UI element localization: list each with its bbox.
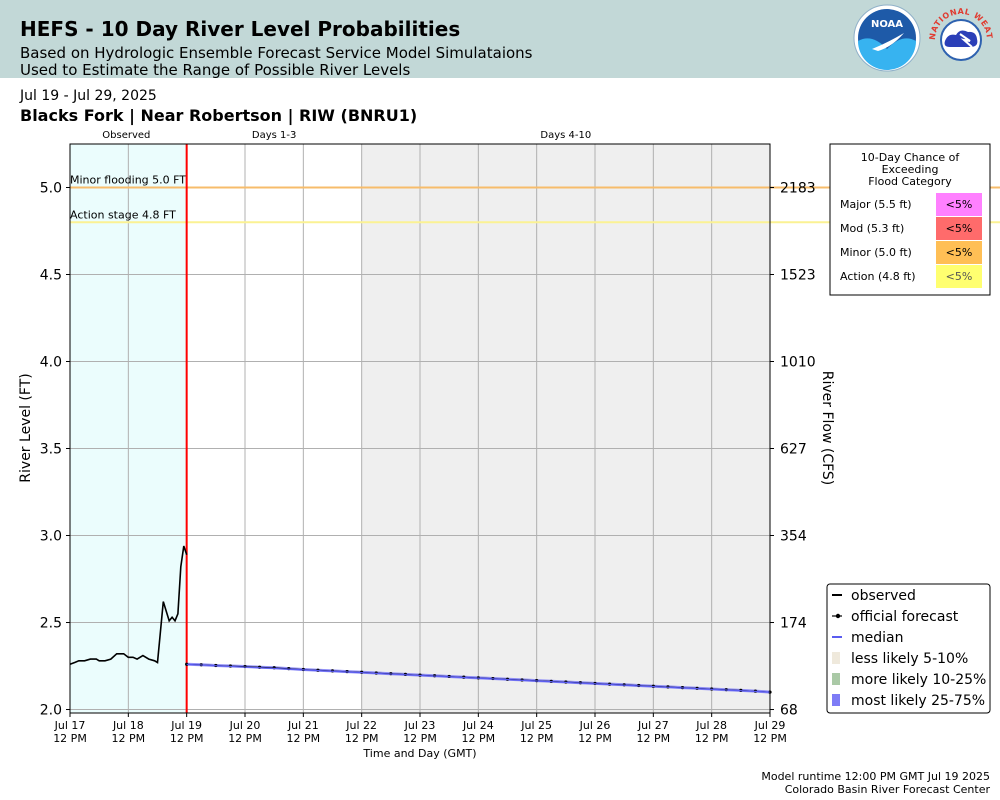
x-tick-label: Jul 22	[345, 719, 377, 732]
x-tick-label: 12 PM	[170, 732, 204, 745]
chart-legend: observed official forecast median less like…	[826, 583, 991, 714]
y2-tick-label: 354	[780, 529, 807, 545]
x-tick-label: 12 PM	[345, 732, 379, 745]
x-tick-label: Jul 29	[754, 719, 786, 732]
y-tick-label: 2.5	[40, 616, 62, 632]
x-tick-label: Jul 26	[579, 719, 611, 732]
y2-tick-label: 1523	[780, 268, 816, 284]
y2-tick-label: 627	[780, 442, 807, 458]
y-tick-label: 4.0	[40, 355, 62, 371]
period-background-2	[361, 144, 770, 713]
legend-label: official forecast	[851, 609, 959, 625]
subtitle-line-1: Based on Hydrologic Ensemble Forecast Se…	[20, 44, 533, 62]
x-tick-label: 12 PM	[53, 732, 87, 745]
flood-row-label: Major (5.5 ft)	[840, 198, 912, 211]
legend-label: median	[851, 630, 903, 646]
page-title: HEFS - 10 Day River Level Probabilities	[20, 17, 461, 41]
legend-label: less likely 5-10%	[851, 651, 968, 667]
flood-row-swatch	[936, 217, 982, 240]
noaa-logo: NOAA	[853, 4, 921, 72]
y2-tick-label: 174	[780, 616, 807, 632]
x-tick-label: Jul 25	[520, 719, 552, 732]
noaa-logo-text: NOAA	[871, 19, 903, 30]
y2-tick-label: 68	[780, 703, 798, 719]
x-tick-label: Jul 21	[287, 719, 319, 732]
flood-row-value: <5%	[946, 246, 973, 259]
x-tick-label: 12 PM	[112, 732, 146, 745]
flood-category-table: 10-Day Chance of Exceeding Flood Categor…	[829, 143, 991, 296]
x-tick-label: 12 PM	[695, 732, 729, 745]
x-tick-label: Jul 24	[462, 719, 494, 732]
legend-label: most likely 25-75%	[851, 693, 985, 709]
x-tick-label: Jul 28	[695, 719, 727, 732]
y-tick-label: 3.0	[40, 529, 62, 545]
y-tick-label: 3.5	[40, 442, 62, 458]
flood-row-value: <5%	[946, 222, 973, 235]
flood-table-title-2: Exceeding	[882, 163, 939, 176]
y2-axis-label: River Flow (CFS)	[819, 371, 835, 486]
y-axis-label: River Level (FT)	[18, 373, 34, 482]
flood-row-label: Mod (5.3 ft)	[840, 222, 904, 235]
x-tick-label: Jul 27	[637, 719, 669, 732]
threshold-label-1: Action stage 4.8 FT	[70, 208, 176, 221]
period-label-0: Observed	[102, 130, 150, 141]
legend-swatch	[832, 673, 840, 685]
flood-row-label: Minor (5.0 ft)	[840, 246, 912, 259]
flood-row-label: Action (4.8 ft)	[840, 270, 916, 283]
flood-row-swatch	[936, 193, 982, 216]
x-tick-label: Jul 19	[170, 719, 202, 732]
flood-row-value: <5%	[946, 198, 973, 211]
y-tick-label: 2.0	[40, 703, 62, 719]
x-tick-label: Jul 17	[54, 719, 86, 732]
flood-table-title-3: Flood Category	[868, 175, 952, 188]
model-runtime: Model runtime 12:00 PM GMT Jul 19 2025	[761, 770, 990, 783]
date-range: Jul 19 - Jul 29, 2025	[20, 88, 157, 104]
legend-swatch	[832, 694, 840, 706]
x-tick-label: 12 PM	[287, 732, 321, 745]
station-name: Blacks Fork | Near Robertson | RIW (BNRU…	[20, 106, 418, 125]
legend-label: observed	[851, 588, 916, 604]
flood-row-swatch	[936, 241, 982, 264]
y-tick-label: 5.0	[40, 181, 62, 197]
y2-tick-label: 2183	[780, 181, 816, 197]
y-tick-label: 4.5	[40, 268, 62, 284]
subtitle-line-2: Used to Estimate the Range of Possible R…	[20, 61, 411, 79]
flood-table-title-1: 10-Day Chance of	[861, 151, 961, 164]
legend-label: more likely 10-25%	[851, 672, 986, 688]
forecast-center: Colorado Basin River Forecast Center	[784, 783, 990, 796]
legend-swatch-dot	[835, 613, 841, 619]
median-line	[186, 663, 771, 693]
header-banner: HEFS - 10 Day River Level Probabilities …	[0, 0, 1000, 79]
x-tick-label: Jul 23	[404, 719, 436, 732]
forecast-point	[185, 662, 189, 666]
threshold-label-0: Minor flooding 5.0 FT	[70, 174, 186, 187]
x-tick-label: 12 PM	[462, 732, 496, 745]
nws-logo: NATIONAL WEATHER SERVICE	[926, 3, 994, 61]
x-tick-label: 12 PM	[578, 732, 612, 745]
flood-row-swatch	[936, 265, 982, 288]
x-tick-label: 12 PM	[403, 732, 437, 745]
x-tick-label: Jul 18	[112, 719, 144, 732]
y2-tick-label: 1010	[780, 355, 816, 371]
x-tick-label: Jul 20	[229, 719, 261, 732]
x-axis-label: Time and Day (GMT)	[362, 747, 476, 760]
x-tick-label: 12 PM	[753, 732, 787, 745]
period-label-2: Days 4-10	[540, 130, 591, 141]
x-tick-label: 12 PM	[520, 732, 554, 745]
x-tick-label: 12 PM	[637, 732, 671, 745]
x-tick-label: 12 PM	[228, 732, 262, 745]
flood-row-value: <5%	[946, 270, 973, 283]
observed-line	[69, 545, 188, 666]
period-background-1	[186, 144, 362, 713]
legend-swatch	[832, 652, 840, 664]
period-label-1: Days 1-3	[252, 130, 296, 141]
